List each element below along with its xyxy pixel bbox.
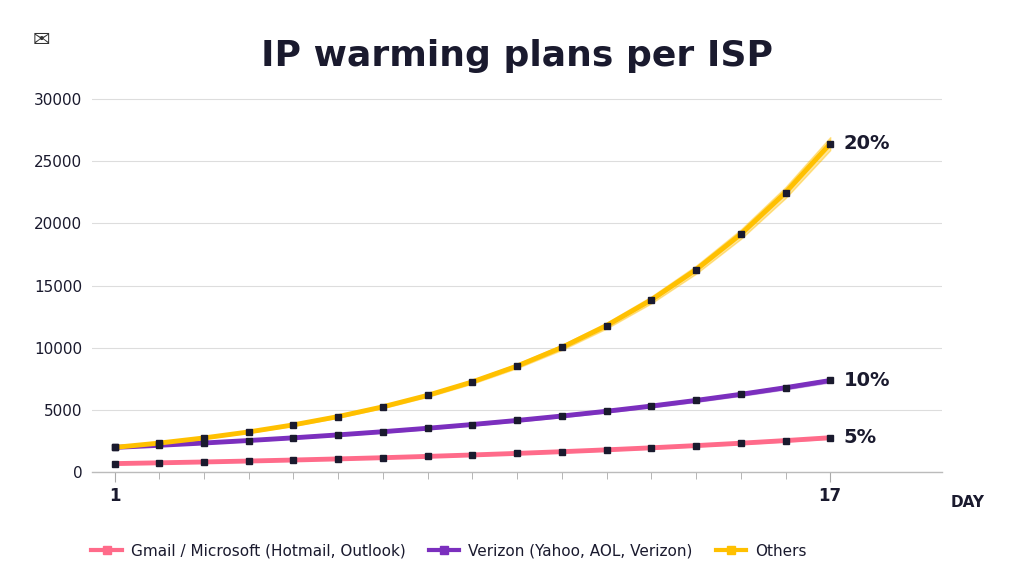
Text: 5%: 5% xyxy=(844,428,877,447)
Text: DAY: DAY xyxy=(950,495,985,510)
Legend: Gmail / Microsoft (Hotmail, Outlook), Verizon (Yahoo, AOL, Verizon), Others: Gmail / Microsoft (Hotmail, Outlook), Ve… xyxy=(85,538,813,565)
Text: ✉: ✉ xyxy=(33,30,50,50)
Text: 10%: 10% xyxy=(844,371,890,390)
Text: 20%: 20% xyxy=(844,134,890,153)
Title: IP warming plans per ISP: IP warming plans per ISP xyxy=(261,39,773,73)
